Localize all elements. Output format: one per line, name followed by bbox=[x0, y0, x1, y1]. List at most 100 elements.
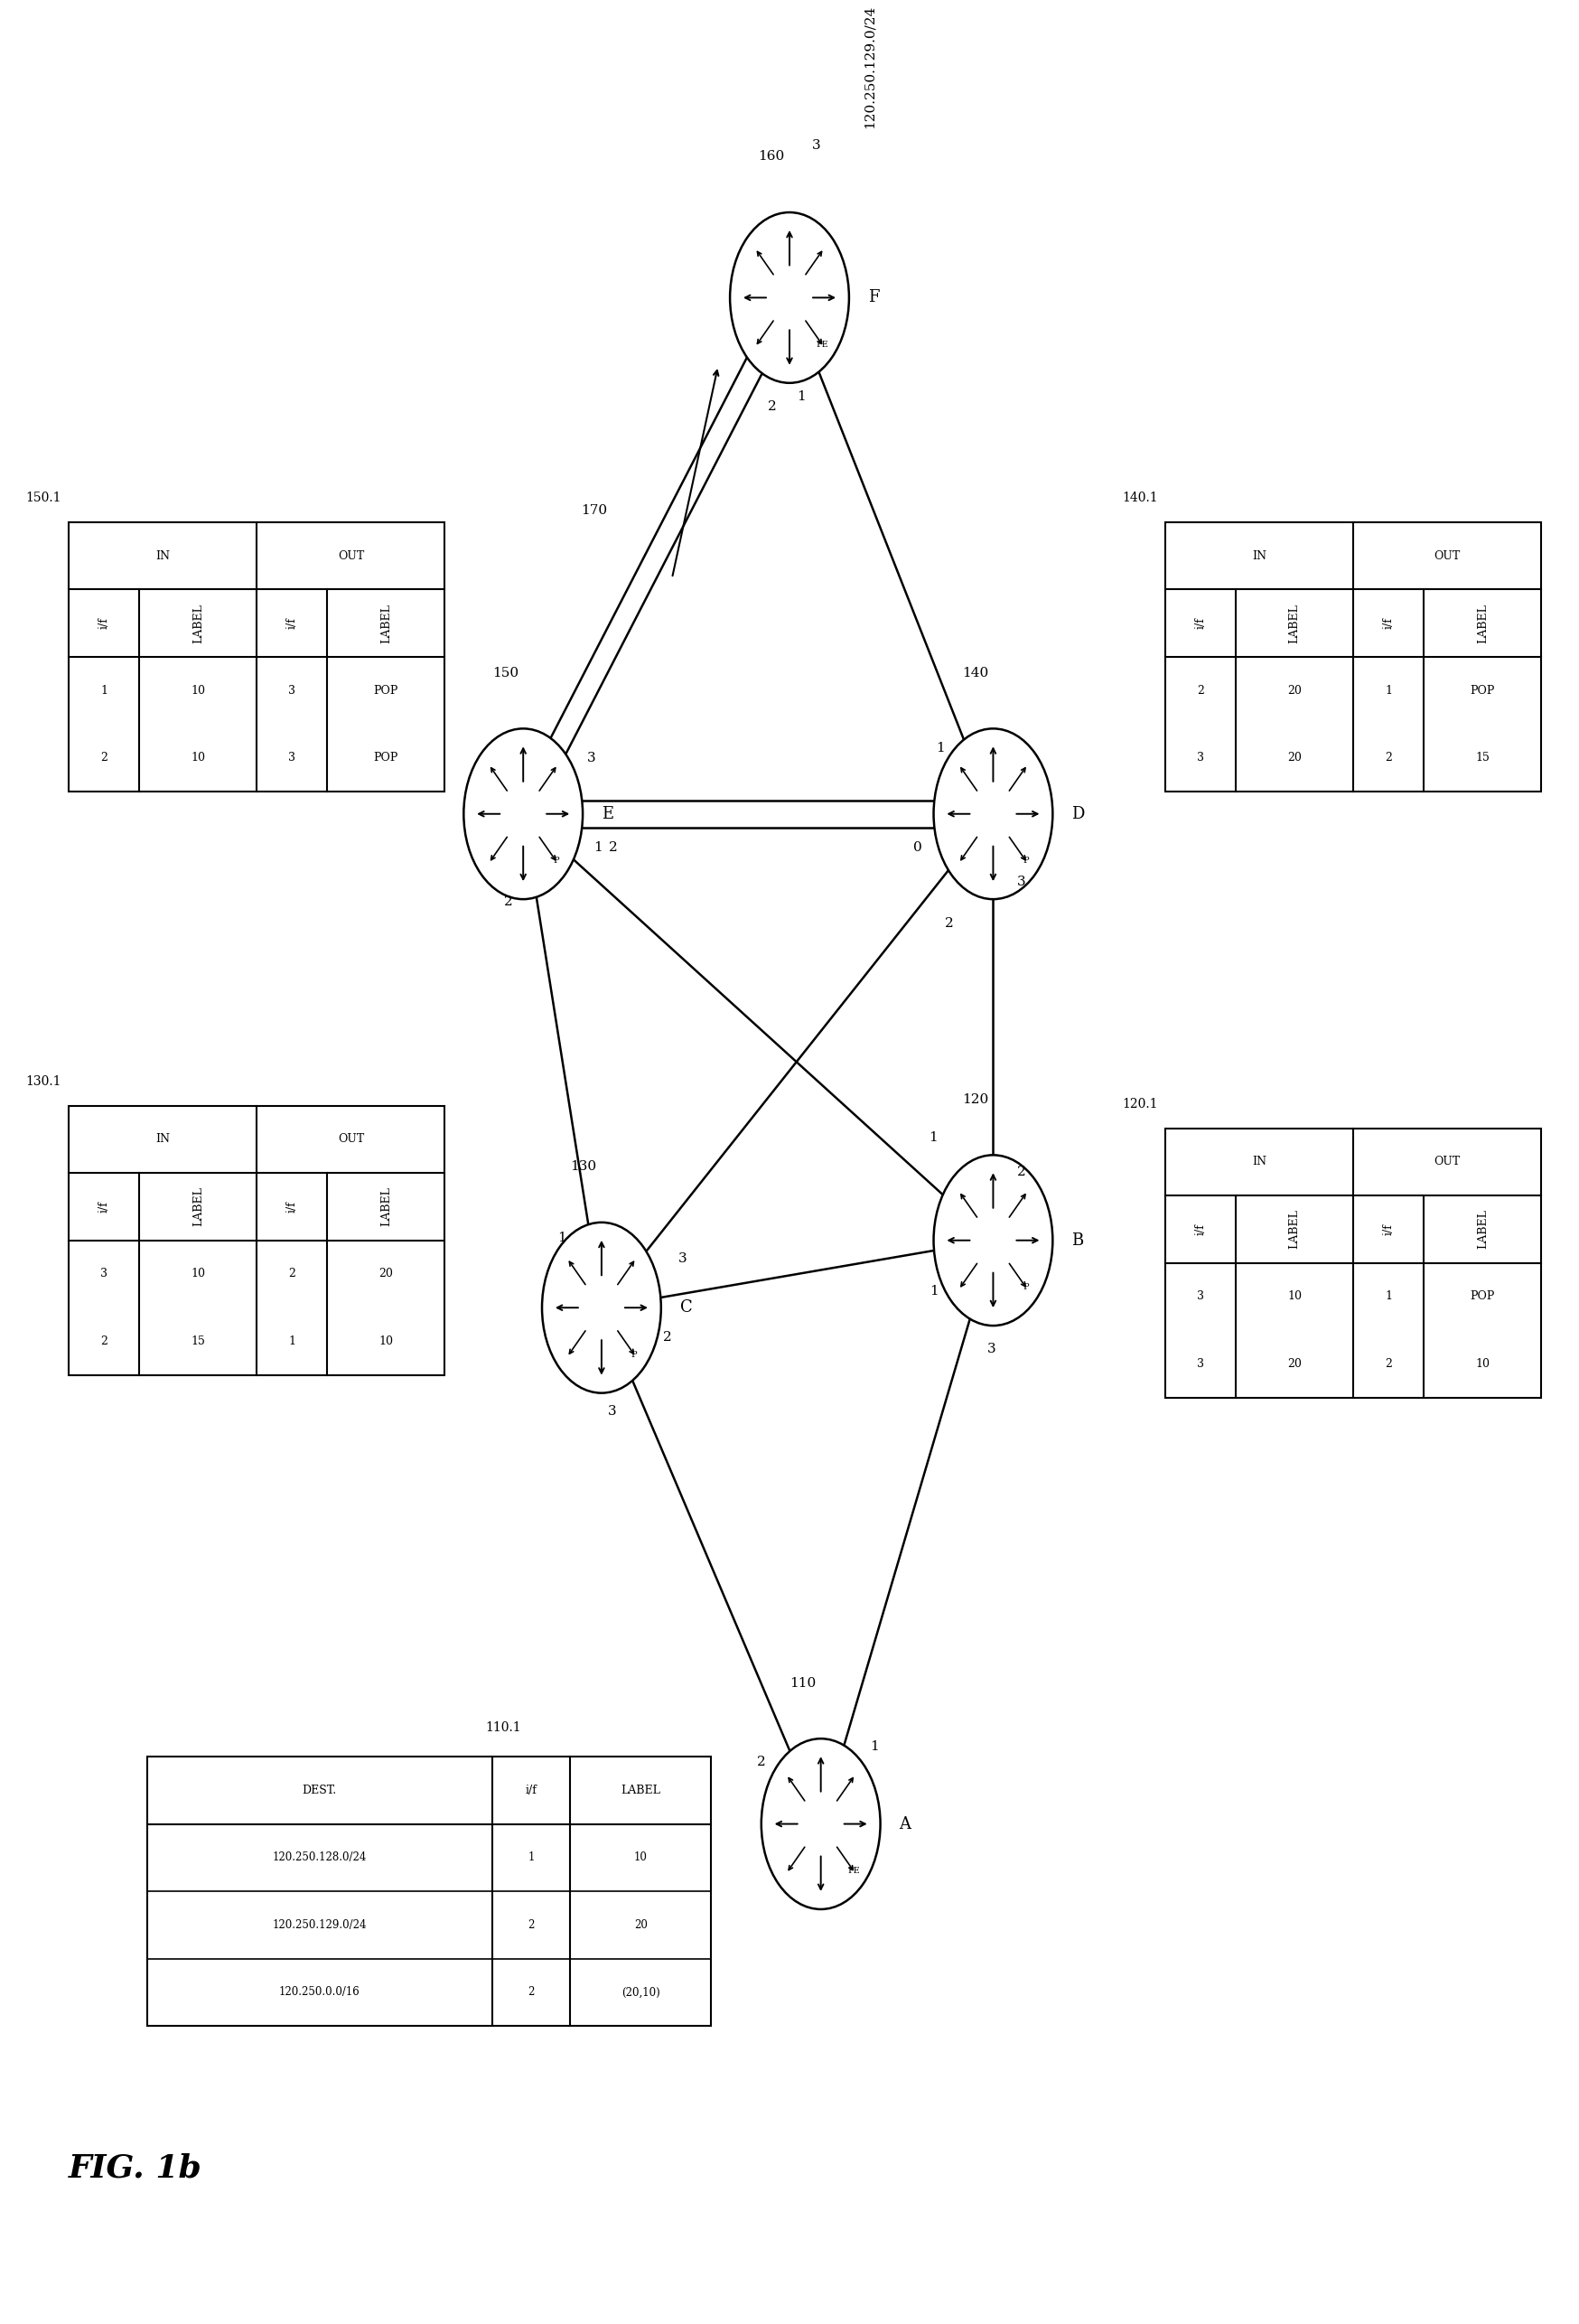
Text: POP: POP bbox=[374, 686, 398, 697]
Text: i/f: i/f bbox=[98, 1202, 111, 1213]
Text: 20: 20 bbox=[633, 1920, 647, 1931]
Text: 2: 2 bbox=[101, 753, 107, 765]
Text: 10: 10 bbox=[1475, 1357, 1491, 1369]
Text: OUT: OUT bbox=[338, 551, 365, 562]
Text: 1: 1 bbox=[594, 841, 603, 853]
Text: 140: 140 bbox=[962, 667, 988, 679]
Text: 120.250.129.0/24: 120.250.129.0/24 bbox=[864, 5, 876, 128]
Circle shape bbox=[933, 1155, 1053, 1325]
Text: 130: 130 bbox=[570, 1160, 597, 1174]
Text: 1: 1 bbox=[1385, 1290, 1393, 1301]
Text: LABEL: LABEL bbox=[381, 1188, 392, 1227]
Text: E: E bbox=[602, 806, 613, 823]
Text: POP: POP bbox=[1470, 686, 1495, 697]
Text: 3: 3 bbox=[289, 753, 295, 765]
Text: LABEL: LABEL bbox=[1476, 604, 1489, 644]
Text: C: C bbox=[681, 1299, 692, 1315]
Text: PE: PE bbox=[816, 342, 829, 349]
Circle shape bbox=[761, 1738, 881, 1910]
Text: 1: 1 bbox=[289, 1336, 295, 1348]
Text: B: B bbox=[1072, 1232, 1083, 1248]
Text: 20: 20 bbox=[1287, 1357, 1301, 1369]
Text: 3: 3 bbox=[587, 751, 595, 765]
Text: 2: 2 bbox=[767, 400, 777, 414]
Text: 110: 110 bbox=[790, 1676, 816, 1690]
Text: 3: 3 bbox=[1197, 1290, 1205, 1301]
Text: 3: 3 bbox=[289, 686, 295, 697]
Text: 2: 2 bbox=[527, 1987, 534, 1999]
Text: 3: 3 bbox=[812, 139, 821, 151]
Text: i/f: i/f bbox=[1383, 618, 1394, 630]
Circle shape bbox=[729, 211, 850, 383]
Text: i/f: i/f bbox=[1383, 1222, 1394, 1234]
Text: LABEL: LABEL bbox=[1288, 1208, 1301, 1248]
Circle shape bbox=[933, 730, 1053, 899]
Text: 120.250.129.0/24: 120.250.129.0/24 bbox=[272, 1920, 366, 1931]
Text: (20,10): (20,10) bbox=[622, 1987, 660, 1999]
Circle shape bbox=[542, 1222, 662, 1392]
Text: DEST.: DEST. bbox=[302, 1785, 336, 1796]
Text: P: P bbox=[632, 1350, 638, 1360]
Text: IN: IN bbox=[156, 551, 171, 562]
Text: 2: 2 bbox=[1385, 1357, 1393, 1369]
Text: 2: 2 bbox=[758, 1757, 766, 1769]
Text: LABEL: LABEL bbox=[193, 604, 204, 644]
Text: P: P bbox=[1023, 1283, 1030, 1292]
Text: IN: IN bbox=[1252, 1155, 1266, 1167]
Text: 20: 20 bbox=[379, 1269, 393, 1281]
Text: 10: 10 bbox=[633, 1852, 647, 1864]
Text: i/f: i/f bbox=[1195, 618, 1206, 630]
Text: 2: 2 bbox=[527, 1920, 534, 1931]
Circle shape bbox=[464, 730, 583, 899]
Text: 2: 2 bbox=[1017, 1167, 1026, 1178]
Text: 10: 10 bbox=[191, 686, 205, 697]
Text: 1: 1 bbox=[870, 1741, 880, 1752]
Text: 3: 3 bbox=[1197, 1357, 1205, 1369]
Text: 20: 20 bbox=[1287, 686, 1301, 697]
Text: 3: 3 bbox=[987, 1343, 996, 1355]
Text: 10: 10 bbox=[191, 1269, 205, 1281]
Text: 3: 3 bbox=[101, 1269, 107, 1281]
Text: 15: 15 bbox=[191, 1336, 205, 1348]
Text: OUT: OUT bbox=[338, 1134, 365, 1146]
Text: 3: 3 bbox=[1017, 876, 1026, 888]
Text: 120.250.0.0/16: 120.250.0.0/16 bbox=[279, 1987, 360, 1999]
Text: i/f: i/f bbox=[286, 1202, 298, 1213]
Text: i/f: i/f bbox=[1195, 1222, 1206, 1234]
Text: 160: 160 bbox=[758, 151, 785, 163]
Text: LABEL: LABEL bbox=[621, 1785, 660, 1796]
Text: 2: 2 bbox=[944, 918, 954, 930]
Bar bbox=[69, 1106, 445, 1376]
Text: P: P bbox=[1023, 858, 1030, 865]
Text: 120.250.128.0/24: 120.250.128.0/24 bbox=[273, 1852, 366, 1864]
Text: 2: 2 bbox=[1385, 753, 1393, 765]
Text: 3: 3 bbox=[1197, 753, 1205, 765]
Text: PE: PE bbox=[848, 1866, 861, 1875]
Text: POP: POP bbox=[374, 753, 398, 765]
Text: OUT: OUT bbox=[1434, 1155, 1461, 1167]
Text: 1: 1 bbox=[928, 1132, 938, 1143]
Text: 10: 10 bbox=[379, 1336, 393, 1348]
Text: A: A bbox=[898, 1815, 911, 1831]
Text: 1: 1 bbox=[930, 1285, 938, 1297]
Text: 1: 1 bbox=[797, 390, 805, 402]
Text: 120.1: 120.1 bbox=[1123, 1097, 1157, 1111]
Bar bbox=[147, 1757, 711, 2027]
Text: 140.1: 140.1 bbox=[1121, 490, 1157, 504]
Text: P: P bbox=[553, 858, 559, 865]
Text: i/f: i/f bbox=[286, 618, 298, 630]
Text: 2: 2 bbox=[609, 841, 617, 855]
Text: 120: 120 bbox=[962, 1092, 988, 1106]
Text: 0: 0 bbox=[914, 841, 922, 853]
Bar bbox=[1165, 523, 1541, 792]
Text: F: F bbox=[868, 290, 880, 307]
Text: 1: 1 bbox=[527, 1852, 534, 1864]
Text: 130.1: 130.1 bbox=[25, 1076, 62, 1088]
Text: OUT: OUT bbox=[1434, 551, 1461, 562]
Text: IN: IN bbox=[156, 1134, 171, 1146]
Text: 15: 15 bbox=[1475, 753, 1491, 765]
Text: 2: 2 bbox=[663, 1332, 673, 1343]
Text: LABEL: LABEL bbox=[381, 604, 392, 644]
Text: 150: 150 bbox=[493, 667, 518, 679]
Bar bbox=[69, 523, 445, 792]
